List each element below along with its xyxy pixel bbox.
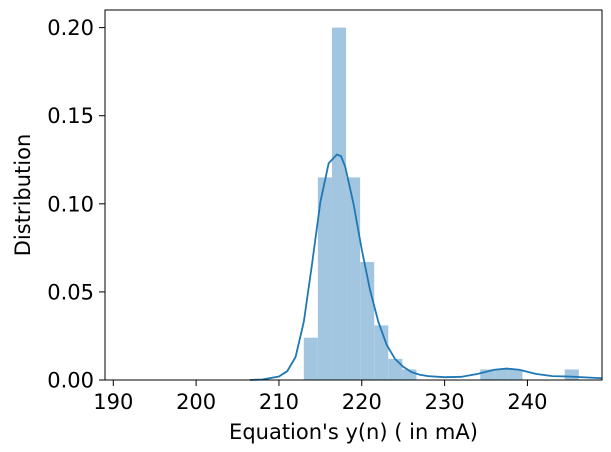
histogram-bar-6 — [388, 358, 403, 380]
y-tick-label-4: 0.20 — [47, 16, 94, 40]
histogram-bar-7 — [402, 369, 417, 380]
histogram-bar-10 — [508, 369, 523, 380]
y-tick-label-3: 0.15 — [47, 104, 94, 128]
y-axis-label: Distribution — [11, 134, 35, 257]
y-tick-label-0: 0.00 — [47, 369, 94, 393]
histogram-bar-2 — [331, 27, 347, 380]
y-tick-label-1: 0.05 — [47, 280, 94, 304]
x-tick-label-1: 200 — [176, 390, 216, 414]
histogram-bar-11 — [564, 369, 579, 380]
x-tick-label-4: 230 — [425, 390, 465, 414]
y-tick-label-2: 0.10 — [47, 192, 94, 216]
plot-area-frame — [104, 9, 603, 381]
histogram-bar-1 — [317, 177, 332, 380]
histogram-bar-8 — [480, 369, 495, 380]
histogram-bar-5 — [374, 325, 389, 380]
x-tick-label-5: 240 — [507, 390, 547, 414]
histogram-bar-9 — [494, 369, 509, 380]
y-axis-ticks: 0.00 0.05 0.10 0.15 0.20 — [47, 16, 105, 393]
x-tick-label-3: 220 — [342, 390, 382, 414]
x-tick-label-2: 210 — [259, 390, 299, 414]
histogram-bar-3 — [346, 177, 361, 380]
x-tick-label-0: 190 — [93, 390, 133, 414]
x-axis-label: Equation's y(n) ( in mA) — [229, 420, 478, 444]
kde-density-curve — [249, 153, 603, 381]
histogram-bar-0 — [303, 337, 318, 380]
histogram-bars — [303, 27, 579, 380]
x-axis-ticks: 190 200 210 220 230 240 — [93, 380, 547, 414]
